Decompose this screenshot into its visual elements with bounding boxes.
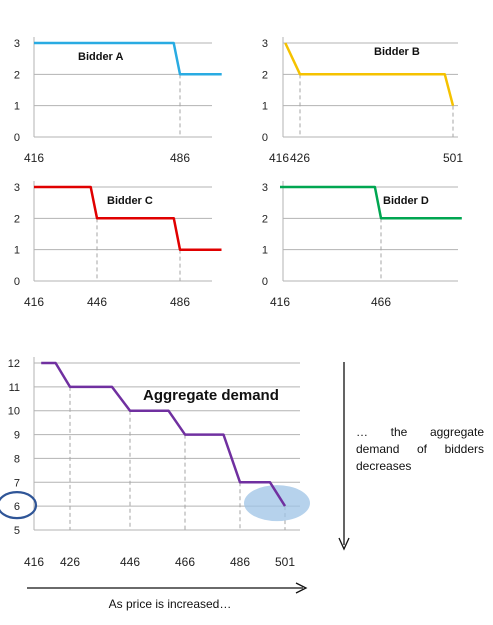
y-tick-label: 2 — [14, 213, 20, 225]
y-tick-label: 5 — [14, 525, 20, 537]
x-tick-label: 501 — [443, 151, 463, 165]
y-tick-label: 7 — [14, 477, 20, 489]
y-tick-label: 10 — [8, 406, 20, 418]
x-tick-label: 416 — [269, 151, 289, 165]
y-tick-label: 3 — [262, 182, 268, 194]
x-tick-label: 466 — [175, 555, 195, 569]
y-tick-label: 0 — [14, 276, 20, 288]
x-tick-label: 416 — [24, 151, 44, 165]
x-tick-label: 486 — [230, 555, 250, 569]
right-note: … the aggregate demand of bidders decrea… — [356, 425, 484, 473]
y-tick-label: 8 — [14, 453, 20, 465]
chart-1: 0 1 2 3 416 486 Bidder A — [14, 37, 222, 165]
chart-3: 0 1 2 3 416 446 486 Bidder C — [14, 181, 222, 309]
right-arrow — [27, 582, 308, 594]
x-tick-label: 416 — [24, 295, 44, 309]
y-tick-label: 0 — [14, 132, 20, 144]
x-tick-label: 416 — [270, 295, 290, 309]
y-tick-label: 9 — [14, 430, 20, 442]
y-tick-label: 2 — [262, 69, 268, 81]
y-tick-label: 1 — [262, 245, 268, 257]
x-tick-label: 501 — [275, 555, 295, 569]
y-tick-label: 2 — [262, 213, 268, 225]
chart-title: Bidder C — [107, 195, 153, 207]
y-tick-label: 0 — [262, 132, 268, 144]
series-line — [34, 41, 222, 76]
series-line — [34, 185, 222, 251]
x-tick-label: 416 — [24, 555, 44, 569]
chart-title: Bidder D — [383, 195, 429, 207]
x-tick-label: 446 — [87, 295, 107, 309]
y-tick-label: 3 — [262, 38, 268, 50]
series-line — [280, 185, 462, 220]
x-tick-label: 486 — [170, 295, 190, 309]
y-tick-label: 1 — [14, 101, 20, 113]
down-arrow — [338, 362, 350, 551]
x-tick-label: 426 — [60, 555, 80, 569]
x-tick-label: 446 — [120, 555, 140, 569]
circled-tick — [0, 491, 38, 520]
chart-title: Aggregate demand — [143, 387, 279, 404]
bottom-caption: As price is increased… — [108, 597, 232, 611]
y-tick-label: 11 — [9, 382, 20, 394]
y-tick-label: 3 — [14, 182, 20, 194]
y-tick-label: 0 — [262, 276, 268, 288]
highlight-ellipse — [244, 485, 310, 522]
x-tick-label: 426 — [290, 151, 310, 165]
x-tick-label: 486 — [170, 151, 190, 165]
x-tick-label: 466 — [371, 295, 391, 309]
chart-4: 0 1 2 3 416 466 Bidder D — [262, 181, 462, 309]
y-tick-label: 1 — [262, 101, 268, 113]
chart-2: 0 1 2 3 416 426 501 Bidder B — [262, 37, 463, 165]
y-tick-label: 1 — [14, 245, 20, 257]
chart-5: 5 6 7 8 9 10 11 12 416 426 446 466 486 501 Aggregate d… — [0, 357, 310, 569]
y-tick-label: 6 — [14, 501, 20, 513]
chart-title: Bidder A — [78, 51, 123, 63]
y-tick-label: 2 — [14, 69, 20, 81]
series-line — [284, 42, 455, 107]
chart-title: Bidder B — [374, 46, 420, 58]
y-tick-label: 3 — [14, 38, 20, 50]
y-tick-label: 12 — [8, 358, 20, 370]
series-line — [41, 361, 287, 507]
